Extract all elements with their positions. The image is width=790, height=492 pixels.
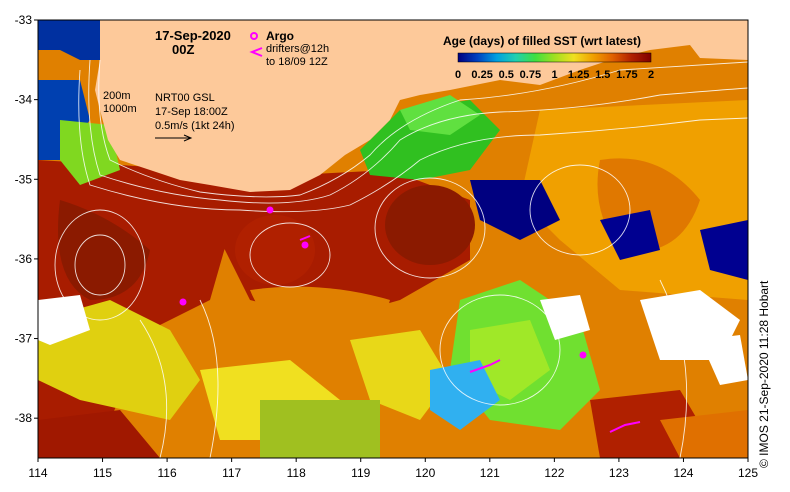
contour-label-200: 200m bbox=[103, 90, 131, 102]
colorbar-tick-label: 1 bbox=[551, 69, 557, 81]
imos-credit: © IMOS 21-Sep-2020 11:28 Hobart bbox=[757, 280, 771, 468]
x-tick-label: 119 bbox=[351, 466, 370, 480]
x-tick-label: 114 bbox=[28, 466, 47, 480]
y-tick-label: -34 bbox=[15, 93, 33, 107]
y-tick-label: -38 bbox=[15, 411, 33, 425]
sst-age-field bbox=[38, 20, 748, 458]
x-axis: 114 115 116 117 118 119 120 121 122 123 124 125 bbox=[28, 458, 758, 480]
y-tick-label: -37 bbox=[15, 332, 33, 346]
bathymetry-contours bbox=[54, 59, 748, 458]
x-tick-label: 122 bbox=[544, 466, 564, 480]
y-tick-label: -35 bbox=[15, 172, 33, 186]
velocity-scale-label: 0.5m/s (1kt 24h) bbox=[155, 120, 234, 132]
x-tick-label: 117 bbox=[222, 466, 241, 480]
product-name: NRT00 GSL bbox=[155, 92, 215, 104]
colorbar-ticks: 0 0.25 0.5 0.75 1 1.25 1.5 1.75 2 bbox=[455, 69, 654, 81]
map-title-date: 17-Sep-2020 bbox=[155, 28, 231, 43]
colorbar bbox=[457, 52, 652, 63]
x-tick-label: 121 bbox=[480, 466, 500, 480]
colorbar-tick-label: 1.25 bbox=[568, 69, 589, 81]
drifters-legend-range: to 18/09 12Z bbox=[266, 56, 328, 68]
product-valid-time: 17-Sep 18:00Z bbox=[155, 106, 228, 118]
x-tick-label: 123 bbox=[609, 466, 629, 480]
drifter-tracks bbox=[299, 235, 641, 433]
x-tick-label: 120 bbox=[415, 466, 435, 480]
velocity-scale-arrow bbox=[155, 134, 193, 142]
colorbar-tick-label: 0 bbox=[455, 69, 461, 81]
colorbar-title: Age (days) of filled SST (wrt latest) bbox=[443, 34, 641, 48]
contour-label-1000: 1000m bbox=[103, 103, 137, 115]
x-tick-label: 125 bbox=[738, 466, 758, 480]
x-tick-label: 115 bbox=[93, 466, 112, 480]
x-tick-label: 124 bbox=[673, 466, 693, 480]
colorbar-tick-label: 1.5 bbox=[595, 69, 610, 81]
colorbar-tick-label: 2 bbox=[648, 69, 654, 81]
y-axis: -33 -34 -35 -36 -37 -38 bbox=[15, 13, 38, 425]
colorbar-tick-label: 0.75 bbox=[520, 69, 541, 81]
plot-frame bbox=[37, 19, 749, 459]
map-title-time: 00Z bbox=[172, 42, 194, 57]
colorbar-tick-label: 0.5 bbox=[499, 69, 514, 81]
argo-floats bbox=[179, 206, 587, 359]
drifters-legend-label: drifters@12h bbox=[266, 43, 329, 55]
x-tick-label: 116 bbox=[158, 466, 177, 480]
argo-legend-icon bbox=[250, 32, 258, 40]
colorbar-tick-label: 0.25 bbox=[471, 69, 492, 81]
argo-legend-label: Argo bbox=[266, 29, 294, 43]
y-tick-label: -33 bbox=[15, 13, 33, 27]
y-tick-label: -36 bbox=[15, 252, 33, 266]
colorbar-tick-label: 1.75 bbox=[616, 69, 637, 81]
australia-land bbox=[95, 20, 748, 192]
x-tick-label: 118 bbox=[287, 466, 306, 480]
drifter-legend-icon bbox=[249, 47, 263, 57]
